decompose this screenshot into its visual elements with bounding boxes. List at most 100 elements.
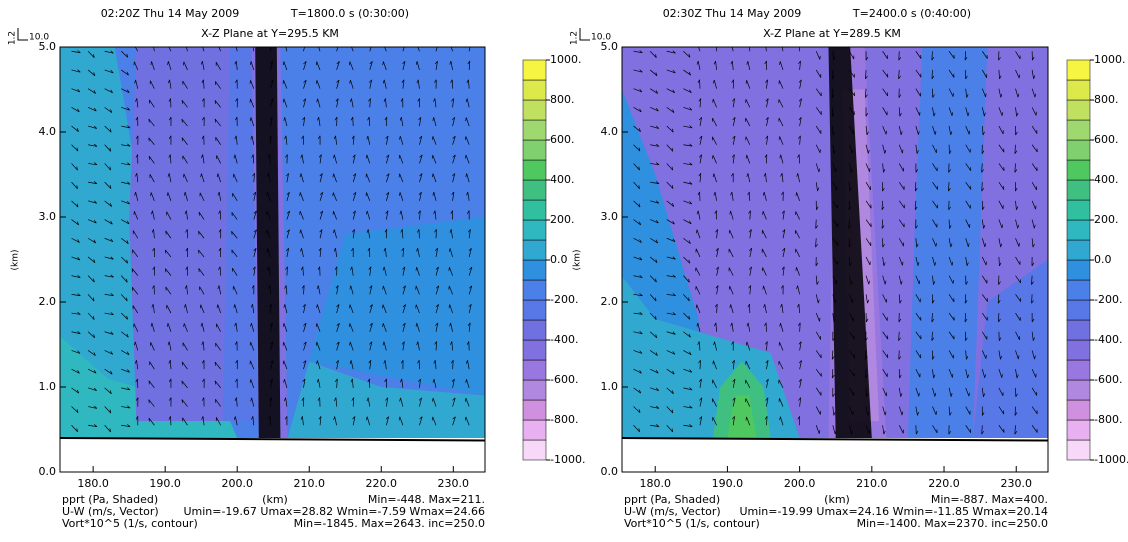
vector xyxy=(712,98,717,108)
vector xyxy=(87,125,97,129)
vector xyxy=(650,200,660,204)
vector xyxy=(335,285,339,295)
vector xyxy=(319,210,324,220)
vector xyxy=(781,47,784,52)
vector xyxy=(915,350,922,359)
vector xyxy=(981,219,986,229)
vector xyxy=(699,135,703,145)
colorbar-bin xyxy=(522,159,547,181)
colorbar-label: -400. xyxy=(1094,333,1122,346)
colorbar-bin xyxy=(522,99,547,121)
vector xyxy=(253,229,257,239)
vector xyxy=(998,69,1002,80)
vector xyxy=(467,60,471,70)
vector xyxy=(416,79,420,89)
colorbar-label: -600. xyxy=(550,373,578,386)
vector xyxy=(931,313,935,323)
vector xyxy=(649,69,658,77)
vector xyxy=(417,229,420,239)
vector xyxy=(849,69,855,78)
vector xyxy=(301,397,305,407)
vector xyxy=(781,266,785,276)
vector xyxy=(711,398,717,407)
vector xyxy=(385,173,390,183)
vector xyxy=(267,173,271,183)
vector xyxy=(349,304,354,314)
vector xyxy=(198,211,205,220)
vector xyxy=(882,350,889,359)
x-tick-label: 220.0 xyxy=(928,477,960,490)
vector xyxy=(350,378,354,388)
vector xyxy=(269,378,273,388)
colorbar-bin xyxy=(522,319,547,341)
vector xyxy=(317,117,321,127)
vector xyxy=(849,182,852,192)
vector xyxy=(650,162,660,166)
vector xyxy=(234,60,238,70)
vector xyxy=(367,247,371,257)
vector xyxy=(649,256,658,264)
vector xyxy=(815,125,822,134)
vector xyxy=(167,61,172,71)
vector xyxy=(898,350,902,360)
vector xyxy=(465,154,470,164)
vector xyxy=(251,154,255,164)
vector xyxy=(402,60,406,71)
vector xyxy=(948,256,954,266)
vector xyxy=(71,425,78,433)
vector xyxy=(104,350,114,355)
vector xyxy=(832,406,836,416)
vector xyxy=(182,342,188,351)
vector xyxy=(452,154,456,164)
vector xyxy=(965,144,971,153)
vector xyxy=(249,80,255,89)
vector xyxy=(832,331,835,341)
vector xyxy=(419,416,423,426)
vector xyxy=(285,47,288,52)
vector xyxy=(865,256,871,266)
vector xyxy=(948,182,951,192)
vector xyxy=(334,397,337,407)
vector xyxy=(746,173,751,183)
vector xyxy=(181,361,188,370)
vector xyxy=(415,323,420,332)
vector xyxy=(266,192,271,201)
vector xyxy=(882,107,888,116)
vector xyxy=(286,210,291,220)
vector xyxy=(166,304,172,314)
vector xyxy=(468,304,472,314)
vector xyxy=(764,341,768,351)
vector xyxy=(267,154,271,164)
vector xyxy=(433,210,437,220)
vector xyxy=(865,331,868,341)
vector xyxy=(765,397,769,407)
vector xyxy=(231,249,238,258)
field xyxy=(60,47,485,472)
vector xyxy=(88,162,98,166)
vector xyxy=(317,135,321,145)
vector xyxy=(232,286,238,295)
colorbar-bin xyxy=(1066,359,1091,381)
vector xyxy=(633,274,643,279)
vector xyxy=(149,80,155,89)
vector xyxy=(745,117,751,127)
vector xyxy=(71,274,81,279)
vector xyxy=(201,154,205,164)
vector xyxy=(831,350,835,360)
vector xyxy=(747,303,751,314)
vector xyxy=(699,397,703,407)
vector xyxy=(121,200,130,205)
vector xyxy=(965,350,969,360)
vector xyxy=(399,136,404,145)
vector xyxy=(997,294,1001,304)
vector xyxy=(666,256,676,260)
y-tick-label: 1.0 xyxy=(39,380,57,393)
x-tick-label: 200.0 xyxy=(784,477,816,490)
vector xyxy=(998,256,1002,267)
vector xyxy=(779,61,784,71)
vector xyxy=(332,210,337,220)
vector xyxy=(981,369,986,378)
vector xyxy=(1031,425,1038,433)
vector xyxy=(368,79,373,89)
vector xyxy=(135,416,139,426)
